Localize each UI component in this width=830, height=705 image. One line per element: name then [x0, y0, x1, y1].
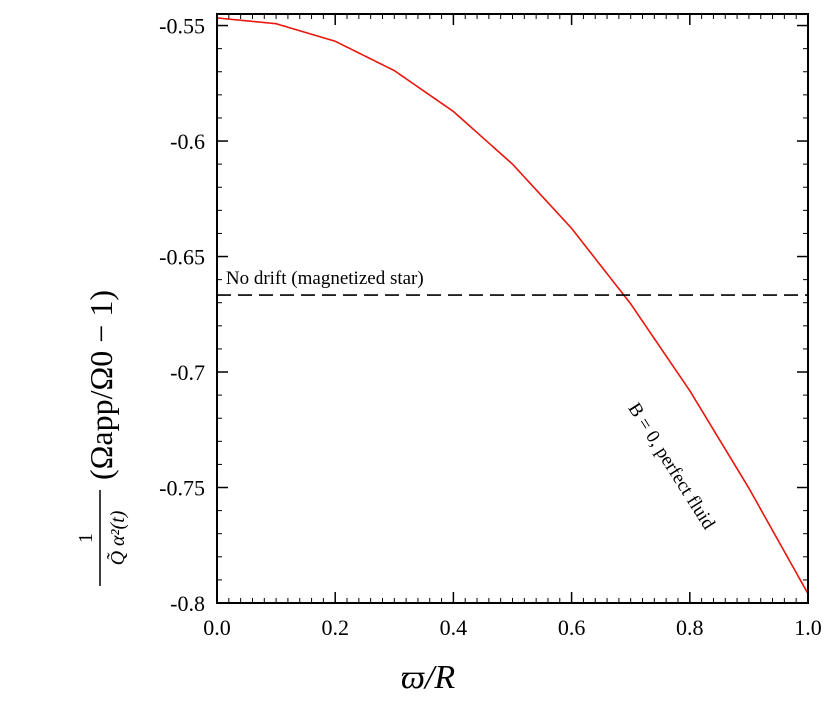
x-tick-label: 0.2 [321, 615, 349, 640]
perfect-fluid-curve [216, 17, 809, 595]
y-tick-label: -0.6 [170, 129, 205, 154]
tick-labels: 0.0 0.2 0.4 0.6 0.8 1.0 -0.55 -0.6 -0.65 -0.7 -0.7… [159, 14, 822, 640]
y-label-numerator: 1 [75, 533, 97, 543]
axis-ticks [216, 14, 809, 604]
y-tick-label: -0.8 [170, 591, 205, 616]
y-axis-label: 1 Q̃ α²(t) (Ωapp/Ω0 − 1) [75, 290, 129, 586]
y-label-expression: (Ωapp/Ω0 − 1) [83, 290, 119, 480]
annotation-no-drift: No drift (magnetized star) [226, 268, 424, 289]
y-label-denominator: Q̃ α²(t) [106, 510, 129, 565]
x-tick-label: 0.6 [558, 615, 586, 640]
x-tick-label: 0.4 [440, 615, 468, 640]
y-tick-label: -0.65 [159, 245, 205, 270]
x-tick-label: 0.8 [676, 615, 704, 640]
y-tick-label: -0.7 [170, 360, 205, 385]
x-tick-label: 1.0 [794, 615, 822, 640]
y-tick-label: -0.75 [159, 476, 205, 501]
x-axis-label: ϖ/R [401, 659, 455, 696]
annotation-perfect-fluid: B = 0, perfect fluid [624, 399, 720, 533]
plot-frame [216, 13, 809, 604]
x-tick-label: 0.0 [203, 615, 231, 640]
y-tick-label: -0.55 [159, 14, 205, 39]
series-group [216, 17, 809, 595]
